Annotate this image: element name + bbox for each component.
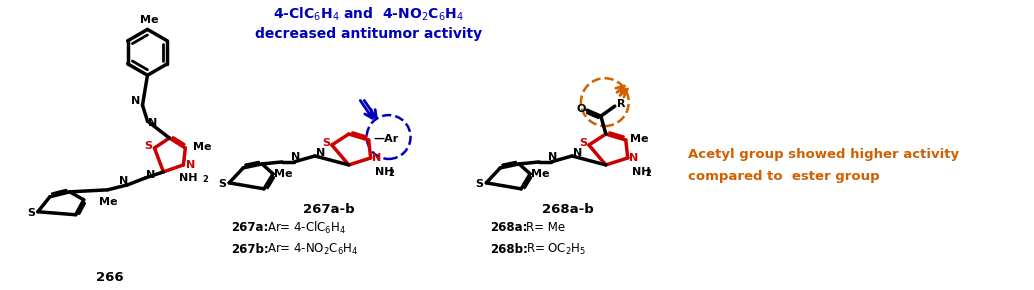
Text: Ar= 4-ClC$_6$H$_4$: Ar= 4-ClC$_6$H$_4$: [267, 220, 346, 236]
Text: NH: NH: [179, 173, 197, 183]
Text: 268a-b: 268a-b: [542, 203, 594, 216]
Text: Me: Me: [530, 169, 549, 179]
Text: N: N: [548, 152, 557, 162]
Text: 267b:: 267b:: [232, 243, 269, 256]
Text: N: N: [372, 153, 382, 163]
Text: R= Me: R= Me: [526, 221, 566, 234]
Text: S: S: [145, 141, 152, 151]
Text: S: S: [218, 179, 226, 189]
Text: Me: Me: [631, 134, 649, 144]
Text: 268a:: 268a:: [490, 221, 527, 234]
Text: O: O: [576, 104, 585, 114]
Text: 2: 2: [389, 169, 395, 178]
Text: NH: NH: [632, 167, 650, 177]
Text: N: N: [119, 176, 128, 186]
Text: N: N: [629, 153, 638, 163]
Text: N: N: [292, 152, 301, 162]
Text: 267a:: 267a:: [232, 221, 269, 234]
Text: Me: Me: [141, 15, 159, 26]
Text: R= OC$_2$H$_5$: R= OC$_2$H$_5$: [526, 242, 586, 257]
Text: compared to  ester group: compared to ester group: [688, 171, 879, 183]
Text: 268b:: 268b:: [490, 243, 528, 256]
Text: —Ar: —Ar: [373, 134, 399, 144]
Text: N: N: [573, 148, 582, 158]
Text: 4-ClC$_6$H$_4$ and  4-NO$_2$C$_6$H$_4$: 4-ClC$_6$H$_4$ and 4-NO$_2$C$_6$H$_4$: [273, 6, 464, 23]
Text: S: S: [579, 138, 587, 148]
Text: Me: Me: [274, 169, 293, 179]
Text: decreased antitumor activity: decreased antitumor activity: [255, 28, 482, 41]
Text: NH: NH: [374, 167, 393, 177]
Text: Acetyl group showed higher activity: Acetyl group showed higher activity: [688, 148, 959, 162]
Text: N: N: [186, 160, 195, 170]
Text: R: R: [616, 99, 625, 109]
Text: Ar= 4-NO$_2$C$_6$H$_4$: Ar= 4-NO$_2$C$_6$H$_4$: [267, 242, 359, 257]
Text: N: N: [131, 96, 141, 106]
Text: Me: Me: [99, 197, 118, 207]
Text: Me: Me: [193, 142, 212, 152]
Text: N: N: [148, 118, 157, 128]
Text: N: N: [316, 148, 326, 158]
Text: 267a-b: 267a-b: [303, 203, 355, 216]
Text: 2: 2: [203, 175, 208, 184]
Text: S: S: [322, 138, 330, 148]
Text: S: S: [27, 208, 35, 218]
Text: N: N: [146, 170, 155, 180]
Text: 266: 266: [96, 271, 123, 284]
Text: 2: 2: [645, 169, 651, 178]
Text: S: S: [476, 179, 483, 189]
